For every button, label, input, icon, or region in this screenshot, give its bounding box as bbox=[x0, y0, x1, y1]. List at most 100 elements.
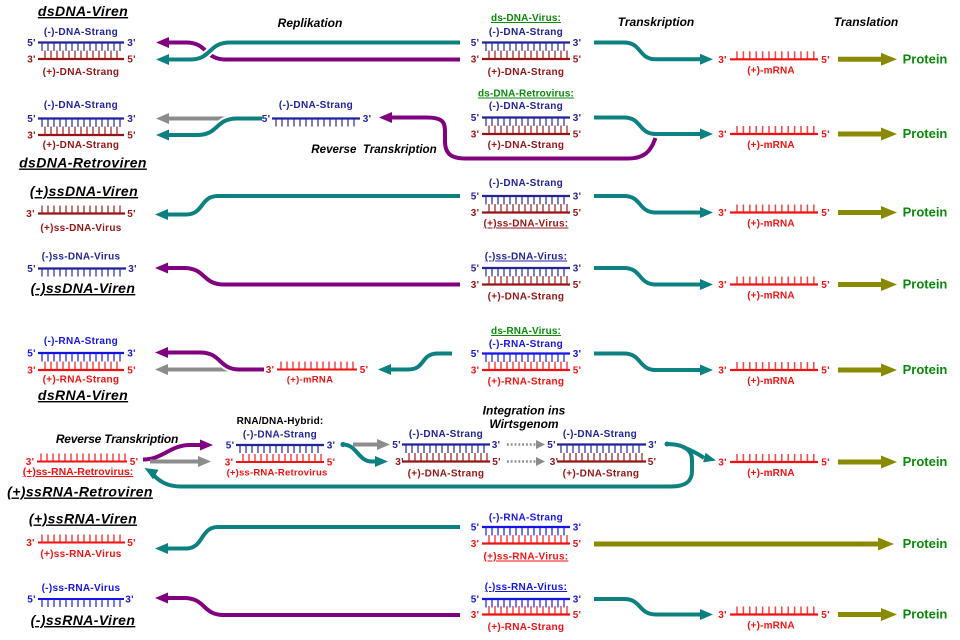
svg-text:(-)ssRNA-Viren: (-)ssRNA-Viren bbox=[31, 612, 136, 628]
svg-text:3': 3' bbox=[718, 280, 727, 291]
svg-text:3': 3' bbox=[718, 130, 727, 141]
svg-text:5': 5' bbox=[821, 130, 830, 141]
svg-text:3': 3' bbox=[550, 457, 559, 468]
svg-text:ds-RNA-Virus:: ds-RNA-Virus: bbox=[491, 326, 561, 337]
svg-text:Reverse Transkription: Reverse Transkription bbox=[311, 143, 436, 156]
svg-text:3': 3' bbox=[573, 264, 582, 275]
svg-text:Integration ins: Integration ins bbox=[483, 404, 566, 418]
svg-text:(+)ss-RNA-Retrovirus: (+)ss-RNA-Retrovirus bbox=[227, 468, 328, 479]
svg-text:(-)-DNA-Strang: (-)-DNA-Strang bbox=[489, 27, 563, 38]
svg-text:5': 5' bbox=[573, 366, 582, 377]
svg-text:3': 3' bbox=[225, 458, 234, 469]
svg-text:(+)-mRNA: (+)-mRNA bbox=[747, 468, 795, 479]
svg-text:(+)ss-RNA-Retrovirus:: (+)ss-RNA-Retrovirus: bbox=[23, 466, 134, 478]
svg-text:(-)-DNA-Strang: (-)-DNA-Strang bbox=[279, 100, 353, 111]
svg-text:(+)-mRNA: (+)-mRNA bbox=[747, 376, 795, 387]
svg-text:3': 3' bbox=[573, 595, 582, 606]
svg-text:RNA/DNA-Hybrid:: RNA/DNA-Hybrid: bbox=[237, 416, 324, 427]
svg-text:5': 5' bbox=[471, 595, 480, 606]
svg-text:5': 5' bbox=[821, 366, 830, 377]
svg-text:(+)ssDNA-Viren: (+)ssDNA-Viren bbox=[30, 183, 138, 199]
svg-text:(+)-mRNA: (+)-mRNA bbox=[747, 65, 795, 76]
svg-text:5': 5' bbox=[262, 114, 271, 125]
svg-text:3': 3' bbox=[471, 55, 480, 66]
svg-text:3': 3' bbox=[26, 209, 35, 220]
svg-text:5': 5' bbox=[471, 192, 480, 203]
svg-text:(-)ssDNA-Viren: (-)ssDNA-Viren bbox=[31, 280, 136, 296]
svg-text:3': 3' bbox=[648, 440, 657, 451]
svg-text:ds-DNA-Virus:: ds-DNA-Virus: bbox=[491, 13, 561, 24]
svg-text:5': 5' bbox=[573, 539, 582, 550]
svg-text:5': 5' bbox=[821, 458, 830, 469]
svg-text:3': 3' bbox=[492, 440, 501, 451]
svg-text:3': 3' bbox=[471, 539, 480, 550]
svg-text:Protein: Protein bbox=[903, 205, 948, 220]
svg-text:3': 3' bbox=[471, 208, 480, 219]
svg-text:5': 5' bbox=[471, 113, 480, 124]
svg-text:(+)-DNA-Strang: (+)-DNA-Strang bbox=[43, 140, 120, 151]
svg-text:3': 3' bbox=[573, 523, 582, 534]
svg-text:3': 3' bbox=[127, 38, 136, 49]
svg-text:(-)-RNA-Strang: (-)-RNA-Strang bbox=[489, 513, 563, 524]
svg-text:(+)-DNA-Strang: (+)-DNA-Strang bbox=[488, 292, 565, 303]
svg-text:5': 5' bbox=[27, 38, 36, 49]
svg-text:5': 5' bbox=[547, 440, 556, 451]
svg-text:(-)ss-RNA-Virus:: (-)ss-RNA-Virus: bbox=[485, 582, 567, 593]
svg-text:(+)-DNA-Strang: (+)-DNA-Strang bbox=[563, 469, 640, 480]
svg-text:(-)-DNA-Strang: (-)-DNA-Strang bbox=[563, 429, 637, 440]
svg-text:(+)-mRNA: (+)-mRNA bbox=[747, 140, 795, 151]
svg-text:Protein: Protein bbox=[903, 277, 948, 292]
svg-text:5': 5' bbox=[821, 208, 830, 219]
svg-text:(+)ssRNA-Retroviren: (+)ssRNA-Retroviren bbox=[7, 484, 153, 500]
svg-text:dsDNA-Retroviren: dsDNA-Retroviren bbox=[19, 155, 147, 171]
svg-text:5': 5' bbox=[27, 349, 36, 360]
svg-text:5': 5' bbox=[27, 595, 36, 606]
svg-text:3': 3' bbox=[128, 264, 137, 275]
svg-text:3': 3' bbox=[573, 113, 582, 124]
svg-text:dsDNA-Viren: dsDNA-Viren bbox=[38, 3, 128, 19]
svg-text:Reverse Transkription: Reverse Transkription bbox=[56, 432, 178, 446]
svg-text:(+)-mRNA: (+)-mRNA bbox=[747, 291, 795, 302]
svg-text:Replikation: Replikation bbox=[278, 16, 343, 30]
svg-text:(+)ss-DNA-Virus: (+)ss-DNA-Virus bbox=[40, 223, 121, 234]
svg-text:3': 3' bbox=[27, 55, 36, 66]
svg-text:5': 5' bbox=[127, 131, 136, 142]
svg-text:(+)-RNA-Strang: (+)-RNA-Strang bbox=[43, 375, 120, 386]
svg-text:3': 3' bbox=[471, 610, 480, 621]
svg-text:(+)-mRNA: (+)-mRNA bbox=[747, 621, 795, 632]
svg-text:5': 5' bbox=[821, 55, 830, 66]
svg-text:(-)-DNA-Strang: (-)-DNA-Strang bbox=[409, 429, 483, 440]
svg-text:5': 5' bbox=[127, 538, 136, 549]
svg-text:Protein: Protein bbox=[903, 454, 948, 469]
svg-text:5': 5' bbox=[573, 610, 582, 621]
svg-text:(-)-DNA-Strang: (-)-DNA-Strang bbox=[489, 178, 563, 189]
svg-text:3': 3' bbox=[573, 349, 582, 360]
svg-text:(+)-DNA-Strang: (+)-DNA-Strang bbox=[488, 67, 565, 78]
svg-text:(+)ssRNA-Viren: (+)ssRNA-Viren bbox=[29, 511, 137, 527]
svg-text:Wirtsgenom: Wirtsgenom bbox=[489, 417, 559, 431]
svg-text:3': 3' bbox=[127, 349, 136, 360]
svg-text:(+)-DNA-Strang: (+)-DNA-Strang bbox=[43, 67, 120, 78]
svg-text:5': 5' bbox=[27, 264, 36, 275]
svg-text:5': 5' bbox=[327, 458, 336, 469]
svg-text:5': 5' bbox=[648, 457, 657, 468]
svg-text:(-)-DNA-Strang: (-)-DNA-Strang bbox=[489, 101, 563, 112]
svg-text:3': 3' bbox=[395, 457, 404, 468]
svg-text:5': 5' bbox=[492, 457, 501, 468]
svg-text:3': 3' bbox=[363, 114, 372, 125]
svg-text:5': 5' bbox=[471, 38, 480, 49]
svg-text:Protein: Protein bbox=[903, 607, 948, 622]
svg-text:3': 3' bbox=[26, 457, 35, 468]
svg-text:ds-DNA-Retrovirus:: ds-DNA-Retrovirus: bbox=[478, 89, 574, 100]
svg-text:(+)-RNA-Strang: (+)-RNA-Strang bbox=[488, 377, 565, 388]
svg-text:5': 5' bbox=[821, 280, 830, 291]
svg-text:(+)ss-RNA-Virus: (+)ss-RNA-Virus bbox=[40, 549, 121, 560]
svg-text:5': 5' bbox=[573, 208, 582, 219]
svg-text:(+)ss-DNA-Virus:: (+)ss-DNA-Virus: bbox=[484, 219, 569, 230]
svg-text:5': 5' bbox=[573, 280, 582, 291]
svg-text:3': 3' bbox=[718, 366, 727, 377]
svg-text:(+)-DNA-Strang: (+)-DNA-Strang bbox=[488, 140, 565, 151]
svg-text:3': 3' bbox=[573, 192, 582, 203]
svg-text:5': 5' bbox=[127, 366, 136, 377]
svg-text:3': 3' bbox=[27, 131, 36, 142]
